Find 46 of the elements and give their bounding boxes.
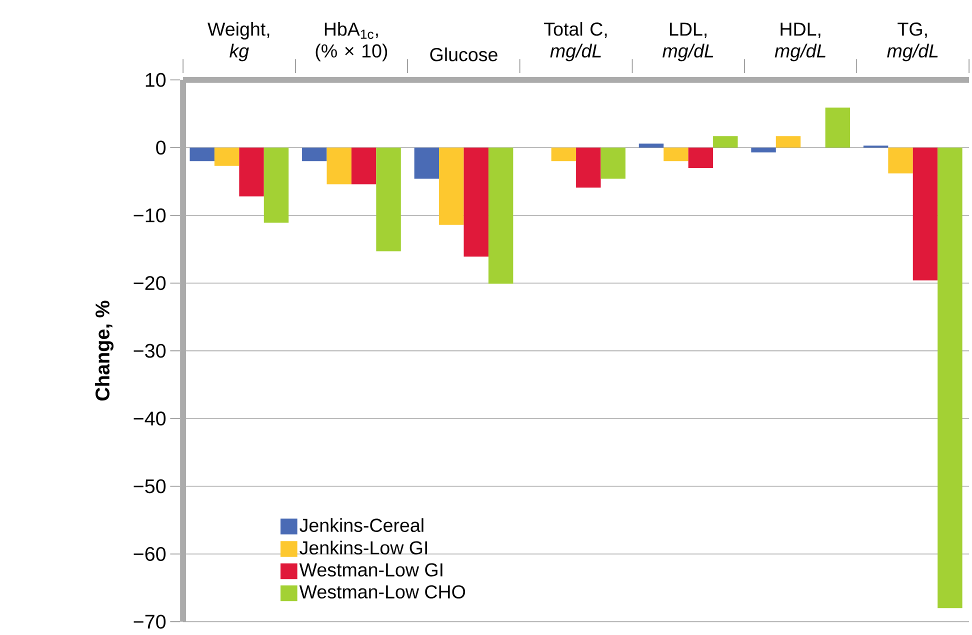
- bar: [600, 148, 626, 179]
- bar: [239, 148, 264, 196]
- bar: [326, 148, 352, 184]
- x-tick-label: Weight, kg: [208, 22, 270, 62]
- bar: [938, 148, 962, 608]
- bar: [439, 148, 464, 225]
- x-tick-label: TG, mg/dL: [887, 22, 938, 62]
- y-axis-title: Change, %: [94, 300, 114, 400]
- y-tick-label: −40: [134, 411, 166, 426]
- bar: [825, 108, 850, 148]
- x-tick-label: Glucose: [430, 47, 498, 62]
- y-tick-label: −70: [134, 614, 166, 629]
- y-tick-label: 10: [146, 72, 166, 87]
- y-tick-label: −30: [134, 344, 166, 358]
- y-tick-label: −20: [134, 276, 166, 290]
- x-tick-label: Total C, mg/dL: [544, 22, 607, 62]
- bar: [688, 148, 714, 168]
- y-tick-label: 0: [156, 140, 166, 154]
- bar: [551, 148, 576, 162]
- bar: [912, 148, 938, 280]
- legend-label: Jenkins-Cereal: [300, 518, 424, 532]
- bar: [464, 148, 488, 257]
- bar: [776, 136, 801, 148]
- bar: [190, 148, 214, 162]
- bar: [488, 148, 514, 284]
- bar: [751, 148, 776, 152]
- bar: [414, 148, 440, 179]
- y-tick-label: −50: [134, 479, 166, 494]
- legend-label: Westman-Low CHO: [299, 585, 466, 598]
- bar: [576, 148, 601, 188]
- legend-label: Westman-Low GI: [299, 563, 442, 576]
- bar: [302, 148, 327, 162]
- bar: [376, 148, 401, 252]
- y-tick-label: −60: [134, 546, 166, 561]
- bar: [214, 148, 240, 166]
- bar: [713, 136, 738, 148]
- bar: [888, 148, 913, 174]
- x-tick-label: HbA$_{1c}$, (% × 10): [316, 22, 388, 62]
- bar: [638, 143, 664, 148]
- x-tick-label: HDL, mg/dL: [774, 22, 826, 62]
- bar: [351, 148, 376, 184]
- y-tick-label: −10: [134, 208, 166, 222]
- x-tick-label: LDL, mg/dL: [662, 22, 714, 62]
- bar: [264, 148, 289, 223]
- legend-label: Jenkins-Low GI: [300, 540, 427, 554]
- bar: [664, 148, 688, 162]
